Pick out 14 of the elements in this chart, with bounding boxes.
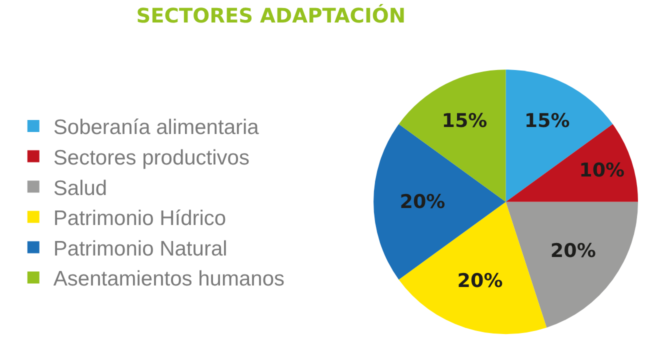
data-label: 20% [550,240,596,262]
legend-label: Patrimonio Natural [53,237,228,260]
legend-label: Patrimonio Hídrico [53,207,226,230]
legend-label: Soberanía alimentaria [53,116,260,140]
chart-title: SECTORES ADAPTACIÓN [136,4,406,28]
legend-label: Asentamientos humanos [53,268,285,291]
data-label: 15% [442,110,488,132]
data-label: 10% [579,160,625,182]
data-label: 20% [400,190,446,213]
pie-slice [506,202,638,328]
legend-label: Salud [53,176,108,200]
data-label: 20% [457,270,503,292]
data-label: 15% [524,110,570,132]
legend-label: Sectores productivos [53,146,250,170]
